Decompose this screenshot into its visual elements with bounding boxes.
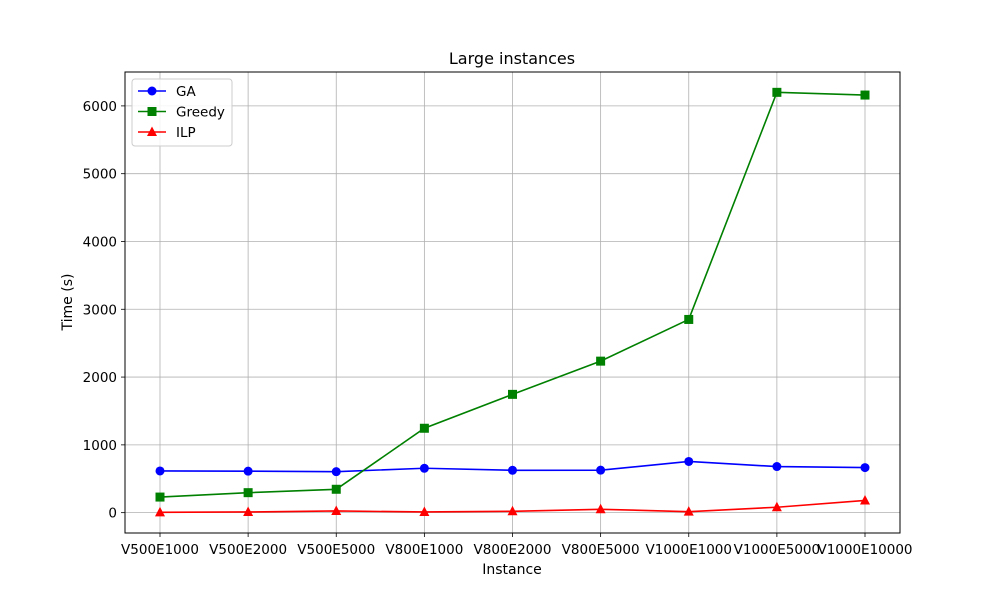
- data-point-ilp: [419, 506, 430, 516]
- data-point-greedy: [596, 356, 606, 366]
- data-point-ilp: [860, 494, 870, 505]
- x-tick-label: V1000E10000: [817, 542, 912, 558]
- y-tick-label: 0: [108, 506, 117, 522]
- y-tick-label: 3000: [83, 302, 117, 318]
- data-point-ga: [596, 465, 606, 475]
- data-point-greedy: [243, 488, 253, 498]
- legend-marker-ga: [147, 86, 157, 96]
- y-axis-label: Time (s): [60, 274, 76, 332]
- data-point-ga: [419, 463, 429, 473]
- data-point-ilp: [507, 505, 518, 516]
- data-point-ilp: [155, 506, 165, 517]
- data-point-ga: [860, 463, 870, 473]
- x-tick-label: V800E2000: [474, 542, 552, 558]
- legend-item-greedy: Greedy: [138, 105, 225, 121]
- y-tick-label: 5000: [83, 167, 117, 183]
- y-tick-label: 2000: [83, 370, 117, 386]
- series-ga: [155, 456, 870, 477]
- data-point-greedy: [684, 314, 694, 324]
- data-point-ga: [772, 462, 782, 472]
- x-tick-label: V500E2000: [209, 542, 287, 558]
- y-tick-label: 6000: [83, 99, 117, 115]
- x-axis-label: Instance: [482, 562, 542, 578]
- data-point-ilp: [243, 506, 254, 516]
- legend-label: GA: [176, 84, 196, 100]
- axis-ticks: V500E1000 V500E2000 V500E5000 V800E1000 V800…: [83, 99, 913, 558]
- legend: GA Greedy ILP: [131, 78, 233, 147]
- y-tick-label: 1000: [83, 438, 117, 454]
- data-point-ga: [331, 467, 341, 477]
- series-ilp: [155, 494, 870, 517]
- data-point-ilp: [771, 501, 782, 512]
- data-point-greedy: [155, 492, 165, 502]
- x-tick-label: V800E5000: [562, 542, 640, 558]
- data-point-greedy: [860, 90, 870, 100]
- x-tick-label: V1000E5000: [734, 542, 820, 558]
- x-tick-label: V500E5000: [297, 542, 375, 558]
- x-tick-label: V1000E1000: [646, 542, 732, 558]
- data-point-ilp: [683, 506, 694, 516]
- data-point-ilp: [595, 503, 606, 514]
- data-point-ilp: [331, 505, 342, 515]
- legend-label: ILP: [176, 125, 196, 141]
- legend-label: Greedy: [176, 105, 225, 121]
- legend-item-ilp: ILP: [138, 125, 196, 141]
- data-point-greedy: [508, 389, 517, 399]
- data-point-ga: [155, 466, 165, 476]
- chart-title: Large instances: [449, 49, 575, 68]
- data-point-ga: [508, 465, 517, 475]
- data-point-greedy: [331, 484, 341, 494]
- data-point-greedy: [772, 87, 782, 97]
- data-point-ga: [684, 456, 694, 466]
- legend-marker-greedy: [147, 107, 157, 116]
- legend-marker-ilp: [147, 126, 157, 136]
- series-group: [155, 87, 870, 517]
- data-point-ga: [243, 466, 253, 476]
- legend-box: [131, 78, 233, 147]
- legend-item-ga: GA: [138, 84, 196, 100]
- y-tick-label: 4000: [83, 234, 117, 250]
- series-greedy: [155, 87, 870, 502]
- x-tick-label: V800E1000: [385, 542, 463, 558]
- x-tick-label: V500E1000: [121, 542, 199, 558]
- data-point-greedy: [419, 423, 429, 433]
